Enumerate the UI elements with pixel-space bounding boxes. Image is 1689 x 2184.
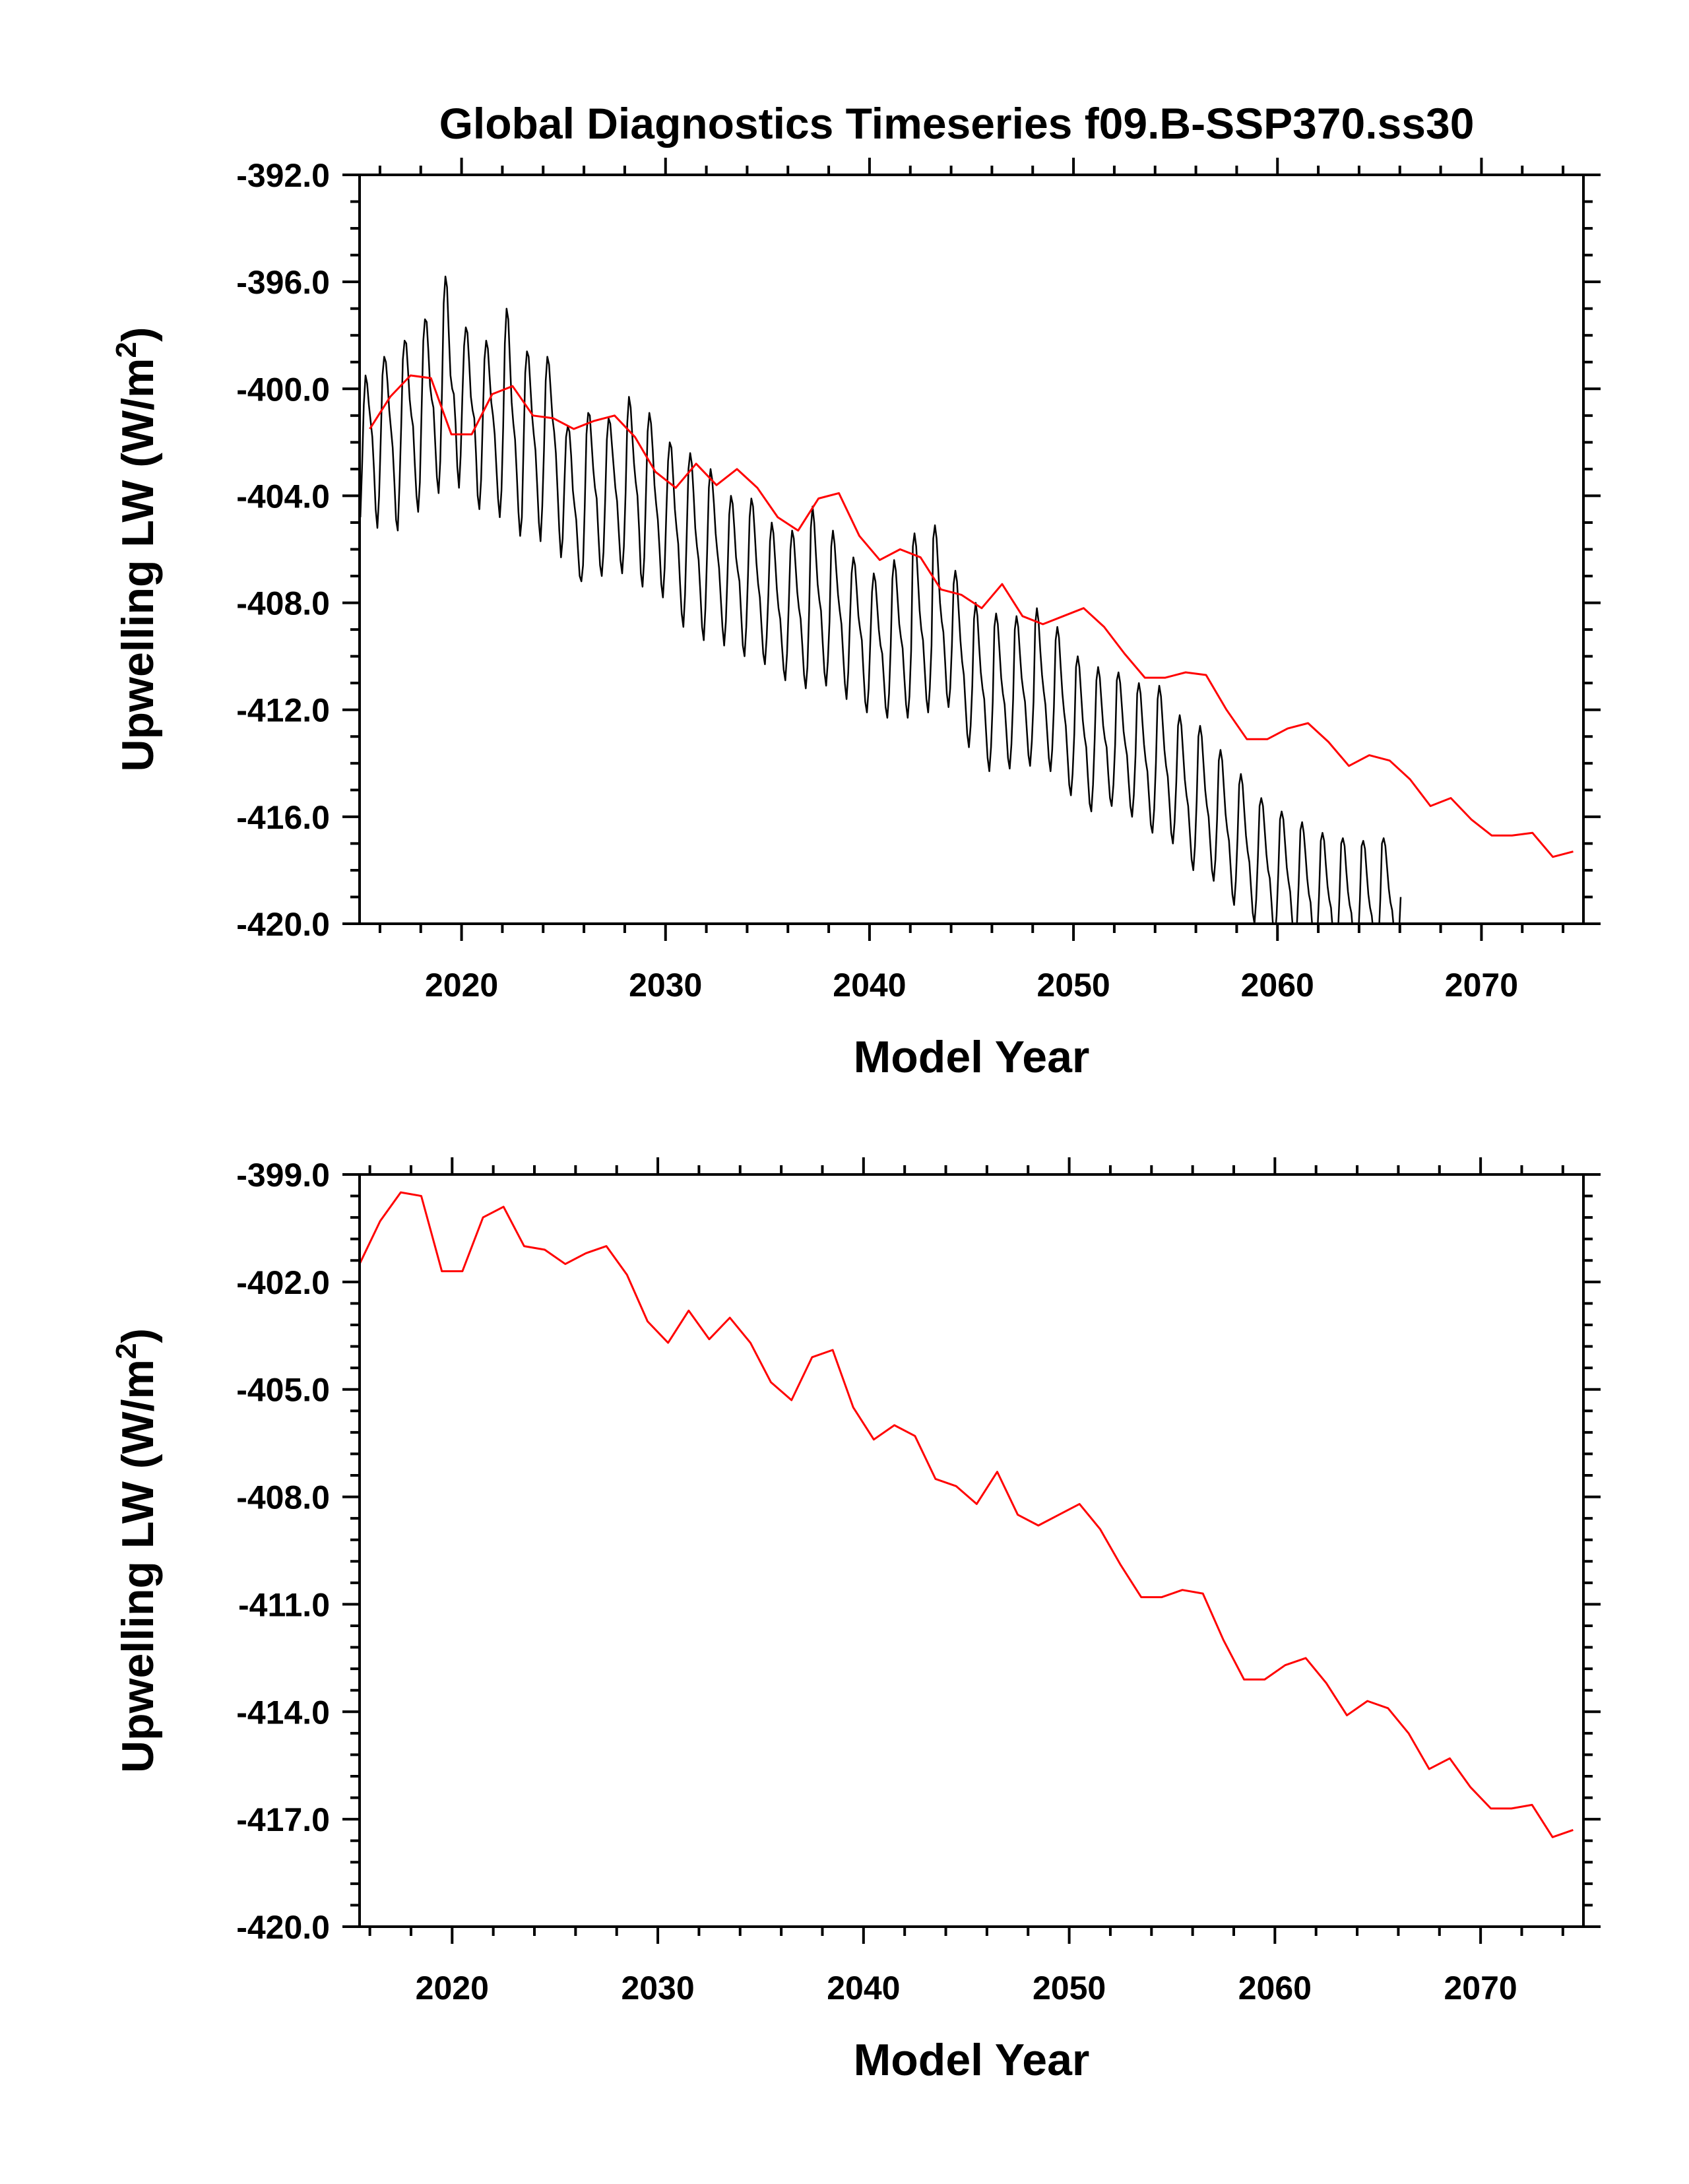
- x-axis-title: Model Year: [854, 2035, 1090, 2085]
- y-axis-title-end: ): [113, 327, 163, 342]
- y-tick-label: -412.0: [236, 692, 330, 729]
- annual-mean-series-line: [369, 374, 1574, 858]
- x-axis-title: Model Year: [854, 1032, 1090, 1082]
- y-axis-title: Upwelling LW (W/m2): [110, 1328, 163, 1773]
- y-tick-label: -420.0: [236, 1909, 330, 1946]
- series-layer: [360, 275, 1574, 924]
- y-tick-label: -404.0: [236, 478, 330, 515]
- y-tick-label: -411.0: [238, 1586, 330, 1623]
- y-tick-label: -416.0: [236, 799, 330, 836]
- y-tick-label: -400.0: [236, 371, 330, 408]
- chart-panel-bottom: -420.0 -417.0 -414.0 -411.0 -408.0 -405.0 -402…: [110, 1157, 1601, 2085]
- y-tick-label: -392.0: [236, 157, 330, 194]
- y-axis-title-sup: 2: [110, 342, 143, 358]
- x-tick-label: 2050: [1033, 1970, 1106, 2007]
- y-axis-title-sup: 2: [110, 1343, 143, 1359]
- x-tick-label: 2020: [416, 1970, 489, 2007]
- x-tick-label: 2040: [833, 967, 906, 1004]
- x-tick-label: 2020: [425, 967, 498, 1004]
- y-tick-label: -396.0: [236, 264, 330, 301]
- figure-title: Global Diagnostics Timeseries f09.B-SSP3…: [439, 99, 1475, 148]
- y-axis-title-main: Upwelling LW (W/m: [113, 1359, 163, 1773]
- y-tick-label: -417.0: [236, 1801, 330, 1838]
- x-tick-label: 2060: [1238, 1970, 1312, 2007]
- y-tick-labels: -420.0 -416.0 -412.0 -408.0 -404.0 -400.0 -396…: [236, 157, 330, 943]
- y-tick-label: -420.0: [236, 906, 330, 943]
- series-layer: [360, 1191, 1574, 1838]
- x-tick-labels: 2020 2030 2040 2050 2060 2070: [416, 1970, 1517, 2007]
- tick-marks: [342, 158, 1601, 941]
- y-axis-title-end: ): [113, 1328, 163, 1343]
- monthly-series-line: [360, 275, 1402, 924]
- x-tick-labels: 2020 2030 2040 2050 2060 2070: [425, 967, 1518, 1004]
- plot-frame: [358, 174, 1585, 925]
- y-tick-label: -408.0: [236, 1479, 330, 1516]
- y-axis-title-main: Upwelling LW (W/m: [113, 358, 163, 772]
- y-tick-label: -402.0: [236, 1264, 330, 1301]
- y-tick-label: -405.0: [236, 1372, 330, 1409]
- y-axis-title: Upwelling LW (W/m2): [110, 327, 163, 771]
- chart-panel-top: -420.0 -416.0 -412.0 -408.0 -404.0 -400.0 -396…: [110, 157, 1601, 1082]
- x-tick-label: 2070: [1444, 1970, 1517, 2007]
- x-tick-label: 2060: [1241, 967, 1314, 1004]
- y-tick-label: -408.0: [236, 585, 330, 622]
- y-tick-label: -399.0: [236, 1157, 330, 1194]
- x-tick-label: 2030: [621, 1970, 694, 2007]
- x-tick-label: 2040: [827, 1970, 900, 2007]
- annual-mean-series-line: [360, 1191, 1574, 1838]
- x-tick-label: 2050: [1036, 967, 1110, 1004]
- y-tick-labels: -420.0 -417.0 -414.0 -411.0 -408.0 -405.0 -402…: [236, 1157, 330, 1946]
- y-tick-label: -414.0: [236, 1694, 330, 1731]
- tick-marks: [342, 1157, 1601, 1944]
- x-tick-label: 2030: [629, 967, 702, 1004]
- x-tick-label: 2070: [1445, 967, 1518, 1004]
- plot-frame: [358, 1173, 1585, 1928]
